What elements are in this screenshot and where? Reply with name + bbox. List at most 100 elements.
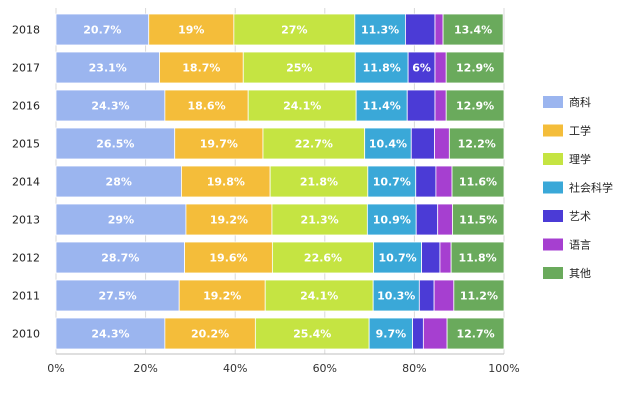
bar-segment[interactable] <box>164 317 256 350</box>
bar-segment[interactable] <box>55 13 150 46</box>
bar-data-label: 12.9% <box>456 100 494 113</box>
bar-segment[interactable] <box>418 279 435 312</box>
legend-swatch <box>543 267 563 279</box>
bar-segment[interactable] <box>184 241 273 274</box>
bar-segment[interactable] <box>364 127 412 160</box>
bar-data-label: 23.1% <box>89 62 127 75</box>
x-tick-label: 20% <box>133 362 157 375</box>
legend-item[interactable]: 商科 <box>543 95 591 109</box>
bar-data-label: 29% <box>108 214 134 227</box>
bar-segment[interactable] <box>354 13 406 46</box>
bar-data-label: 25% <box>286 62 312 75</box>
bar-segment[interactable] <box>445 51 505 84</box>
bar-data-label: 26.5% <box>96 138 134 151</box>
bar-segment[interactable] <box>445 89 505 122</box>
bar-segment[interactable] <box>453 279 505 312</box>
bar-segment[interactable] <box>435 165 453 198</box>
legend-label: 社会科学 <box>569 181 613 195</box>
bar-segment[interactable] <box>367 165 417 198</box>
bar-segment[interactable] <box>433 279 455 312</box>
bar-segment[interactable] <box>422 317 448 350</box>
bar-data-label: 28% <box>106 176 132 189</box>
bar-segment[interactable] <box>181 165 271 198</box>
bar-segment[interactable] <box>412 317 424 350</box>
bar-data-label: 19.6% <box>209 252 247 265</box>
bar-segment[interactable] <box>446 317 505 350</box>
bar-segment[interactable] <box>148 13 235 46</box>
bar-segment[interactable] <box>55 165 182 198</box>
bar-data-label: 11.8% <box>458 252 496 265</box>
legend-item[interactable]: 社会科学 <box>543 181 613 195</box>
bar-segment[interactable] <box>55 317 166 350</box>
y-category-label: 2018 <box>12 24 40 37</box>
bar-data-label: 11.2% <box>460 290 498 303</box>
bar-segment[interactable] <box>434 13 444 46</box>
bar-segment[interactable] <box>271 241 375 274</box>
legend-swatch <box>543 210 563 222</box>
bar-segment[interactable] <box>452 203 505 236</box>
bar-data-label: 20.7% <box>83 24 121 37</box>
bar-segment[interactable] <box>450 241 505 274</box>
bar-data-label: 19% <box>178 24 204 37</box>
bar-segment[interactable] <box>437 203 453 236</box>
bar-segment[interactable] <box>439 241 452 274</box>
bar-data-label: 9.7% <box>376 328 407 341</box>
bar-segment[interactable] <box>355 89 408 122</box>
bar-segment[interactable] <box>415 203 439 236</box>
y-category-label: 2014 <box>12 176 40 189</box>
legend-item[interactable]: 语言 <box>543 238 591 252</box>
bar-data-label: 19.2% <box>210 214 248 227</box>
bar-data-label: 21.3% <box>301 214 339 227</box>
bar-segment[interactable] <box>451 165 505 198</box>
bar-segment[interactable] <box>372 279 420 312</box>
bar-segment[interactable] <box>271 203 368 236</box>
legend-label: 艺术 <box>569 210 591 223</box>
legend-label: 其他 <box>569 267 591 280</box>
bar-segment[interactable] <box>269 165 369 198</box>
bar-segment[interactable] <box>448 127 505 160</box>
y-axis-labels: 2018 2017 2016 2015 2014 2013 2012 2011 2010 <box>12 24 40 341</box>
bar-segment[interactable] <box>233 13 356 46</box>
legend-item[interactable]: 艺术 <box>543 210 591 223</box>
bar-segment[interactable] <box>55 127 176 160</box>
bar-segment[interactable] <box>410 127 435 160</box>
bar-segment[interactable] <box>434 89 447 122</box>
bar-segment[interactable] <box>373 241 422 274</box>
legend-item[interactable]: 工学 <box>543 124 591 138</box>
bar-segment[interactable] <box>434 127 450 160</box>
bar-data-label: 10.7% <box>379 252 417 265</box>
legend-item[interactable]: 理学 <box>543 152 591 166</box>
bar-segment[interactable] <box>262 127 366 160</box>
bar-data-label: 19.8% <box>207 176 245 189</box>
bar-data-label: 24.3% <box>91 328 129 341</box>
bar-data-label: 25.4% <box>293 328 331 341</box>
bar-segment[interactable] <box>164 89 249 122</box>
bar-segment[interactable] <box>366 203 417 236</box>
bar-data-label: 19.7% <box>200 138 238 151</box>
bar-data-label: 27.5% <box>99 290 137 303</box>
legend-item[interactable]: 其他 <box>543 267 591 280</box>
bar-segment[interactable] <box>415 165 437 198</box>
bar-segment[interactable] <box>406 89 436 122</box>
bar-segment[interactable] <box>55 279 180 312</box>
bar-segment[interactable] <box>264 279 374 312</box>
bar-data-label: 10.9% <box>373 214 411 227</box>
bar-segment[interactable] <box>247 89 357 122</box>
bar-data-label: 22.6% <box>304 252 342 265</box>
bar-segment[interactable] <box>421 241 441 274</box>
bar-segment[interactable] <box>185 203 273 236</box>
bar-data-label: 6% <box>412 62 431 75</box>
bar-data-label: 24.1% <box>300 290 338 303</box>
bar-segment[interactable] <box>434 51 447 84</box>
bar-data-label: 24.1% <box>283 100 321 113</box>
bar-segment[interactable] <box>55 89 166 122</box>
bar-segment[interactable] <box>442 13 504 46</box>
bar-segment[interactable] <box>55 51 160 84</box>
bar-segment[interactable] <box>368 317 414 350</box>
bar-segment[interactable] <box>405 13 436 46</box>
bar-segment[interactable] <box>55 241 185 274</box>
bar-segment[interactable] <box>354 51 409 84</box>
legend-swatch <box>543 181 563 194</box>
bar-data-label: 19.2% <box>203 290 241 303</box>
